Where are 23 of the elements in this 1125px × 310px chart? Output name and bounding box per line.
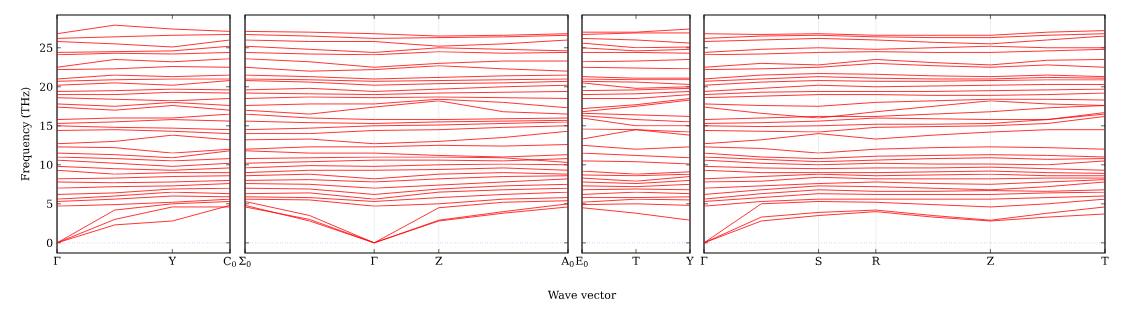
x-tick-label: Γ — [371, 256, 378, 265]
x-tick-label: A$_{0}$ — [561, 256, 574, 267]
x-tick-label: Z — [987, 256, 994, 265]
y-tick-label: 15 — [40, 121, 53, 130]
x-tick-label: T — [632, 256, 640, 265]
y-tick-label: 25 — [39, 43, 53, 52]
x-tick-label: Z — [435, 256, 443, 265]
x-tick-label: T — [1101, 256, 1109, 265]
y-tick-label: 20 — [39, 82, 53, 91]
x-tick-label: Y — [686, 256, 694, 265]
x-tick-label: E$_{0}$ — [575, 256, 588, 267]
x-tick-label: R — [872, 256, 881, 265]
x-tick-label: S — [815, 256, 822, 266]
y-tick-label: 10 — [40, 160, 53, 169]
y-axis-title: Frequency (THz) — [20, 87, 32, 181]
x-tick-label: Γ — [53, 256, 61, 265]
y-tick-label: 5 — [47, 199, 53, 208]
x-axis-title: Wave vector — [547, 290, 617, 300]
x-tick-label: C$_{0}$ — [223, 256, 236, 268]
x-tick-label: Y — [168, 256, 177, 265]
x-tick-label: Σ$_{0}$ — [238, 256, 251, 267]
y-tick-label: 0 — [46, 238, 53, 247]
x-tick-label: Γ — [700, 256, 708, 265]
